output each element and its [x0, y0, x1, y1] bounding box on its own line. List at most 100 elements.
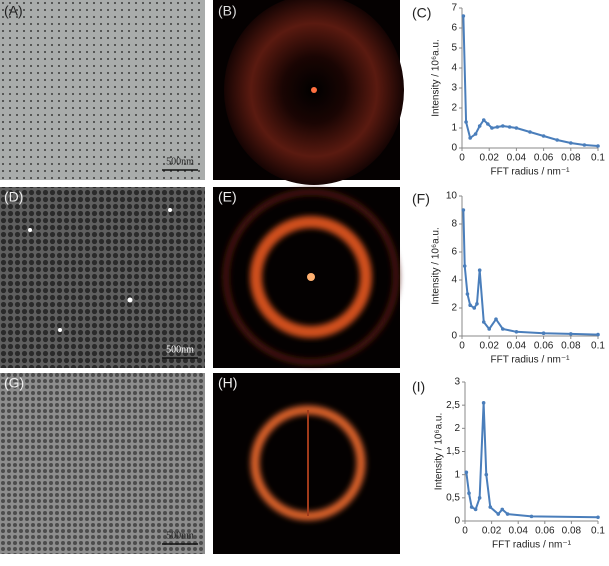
data-point	[462, 264, 467, 268]
x-tick-label: 0.04	[507, 153, 527, 164]
data-point	[481, 401, 486, 405]
data-point	[501, 124, 505, 128]
fft-center	[311, 87, 317, 93]
y-tick-label: 0	[451, 143, 457, 154]
x-tick-label: 0.06	[535, 526, 555, 537]
sem-image	[0, 187, 205, 368]
x-tick-label: 0.08	[561, 153, 581, 164]
x-tick-label: 0.1	[591, 341, 605, 352]
y-tick-label: 7	[451, 3, 457, 14]
data-point	[490, 126, 494, 130]
data-point	[484, 472, 489, 477]
x-tick-label: 0.02	[482, 526, 502, 537]
data-point	[495, 125, 500, 129]
data-point	[464, 470, 469, 475]
y-tick-label: 1	[451, 123, 457, 134]
data-point	[481, 320, 486, 324]
panel-label: (I)	[412, 379, 425, 395]
panel-label: (B)	[218, 3, 237, 19]
y-tick-label: 8	[451, 219, 457, 230]
fft-ring	[250, 216, 372, 338]
y-tick-label: 0,5	[446, 492, 460, 503]
data-point	[529, 514, 534, 519]
data-point	[464, 120, 468, 124]
data-point	[477, 124, 482, 128]
data-point	[596, 332, 600, 337]
y-axis-title: Intensity / 10⁶a.u.	[431, 39, 442, 117]
particle	[127, 297, 133, 303]
data-point	[461, 208, 466, 212]
x-tick-label: 0.02	[479, 153, 499, 164]
y-tick-label: 3	[454, 377, 460, 388]
x-axis-title: FFT radius / nm⁻¹	[491, 167, 571, 178]
y-tick-label: 2,5	[446, 400, 460, 411]
y-tick-label: 1,5	[446, 446, 460, 457]
x-tick-label: 0.1	[591, 153, 605, 164]
y-axis-title: Intensity / 10⁶a.u.	[431, 227, 442, 305]
data-point	[477, 268, 482, 273]
x-tick-label: 0.04	[508, 526, 528, 537]
data-line	[462, 209, 599, 336]
x-tick-label: 0.06	[534, 341, 554, 352]
data-line	[462, 15, 599, 147]
data-point	[469, 505, 474, 509]
x-tick-label: 0.1	[591, 526, 605, 537]
y-tick-label: 6	[451, 247, 457, 258]
x-tick-label: 0	[462, 526, 468, 537]
y-axis-title: Intensity / 10⁶a.u.	[434, 413, 445, 491]
x-axis-title: FFT radius / nm⁻¹	[492, 540, 572, 551]
data-point	[467, 491, 471, 496]
x-tick-label: 0.04	[507, 341, 527, 352]
x-tick-label: 0.08	[561, 341, 581, 352]
y-tick-label: 3	[451, 83, 457, 94]
fft-image	[213, 373, 400, 554]
data-point	[514, 126, 519, 130]
sem-image	[0, 0, 205, 180]
panel-label: (D)	[4, 189, 23, 205]
fft-ring	[223, 189, 399, 365]
y-tick-label: 4	[451, 63, 457, 74]
data-point	[582, 143, 587, 147]
panel-label: (G)	[4, 375, 24, 391]
y-tick-label: 0	[454, 516, 460, 527]
y-tick-label: 1	[454, 469, 460, 480]
data-point	[501, 327, 505, 331]
y-tick-label: 2	[454, 423, 460, 434]
y-tick-label: 5	[451, 43, 457, 54]
x-tick-label: 0	[459, 341, 465, 352]
images	[0, 0, 404, 554]
data-point	[465, 292, 470, 296]
data-point	[500, 507, 505, 512]
data-point	[596, 144, 600, 148]
data-point	[481, 118, 486, 122]
y-tick-label: 0	[451, 331, 457, 342]
data-point	[507, 125, 512, 129]
data-point	[477, 496, 482, 500]
x-tick-label: 0	[459, 153, 465, 164]
x-tick-label: 0.02	[479, 341, 499, 352]
particle	[28, 228, 32, 232]
x-tick-label: 0.06	[534, 153, 554, 164]
data-point	[541, 134, 546, 138]
panel-label: (H)	[218, 375, 237, 391]
scale-bars	[162, 169, 198, 545]
particle	[168, 208, 172, 212]
data-point	[505, 512, 510, 516]
y-tick-label: 10	[446, 191, 458, 202]
data-point	[496, 512, 501, 516]
data-line	[465, 402, 599, 519]
data-point	[473, 507, 478, 512]
data-point	[569, 332, 573, 336]
scale-label: 500nm	[166, 156, 194, 167]
data-point	[488, 505, 493, 509]
particle	[58, 328, 62, 332]
data-point	[514, 330, 519, 334]
scale-label: 500nm	[166, 530, 194, 541]
y-tick-label: 2	[451, 103, 457, 114]
data-point	[473, 132, 478, 136]
data-point	[541, 331, 546, 336]
data-point	[569, 141, 573, 145]
scale-label: 500nm	[166, 344, 194, 355]
y-tick-label: 2	[451, 303, 457, 314]
